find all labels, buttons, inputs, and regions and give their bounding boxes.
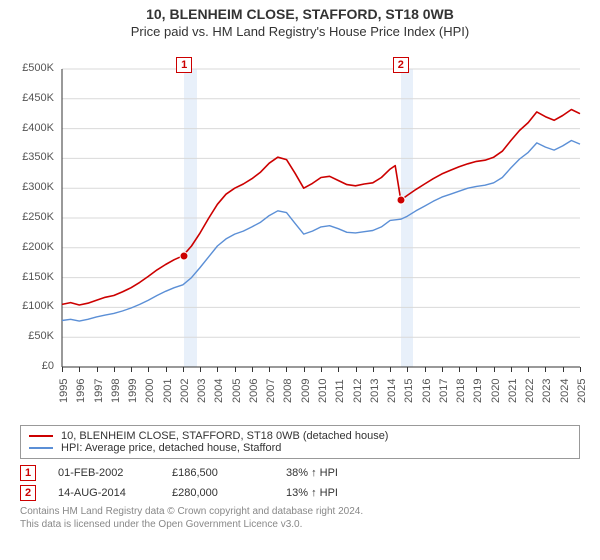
sale-dot <box>396 196 405 205</box>
sale-marker: 1 <box>176 57 192 73</box>
y-axis-label: £500K <box>10 62 54 74</box>
footer-line: Contains HM Land Registry data © Crown c… <box>20 505 580 518</box>
x-axis-label: 1998 <box>110 379 122 403</box>
sale-dot <box>180 251 189 260</box>
y-axis-label: £250K <box>10 211 54 223</box>
y-axis-label: £0 <box>10 360 54 372</box>
sale-date: 01-FEB-2002 <box>58 467 150 479</box>
sale-marker: 2 <box>20 485 36 501</box>
legend-box: 10, BLENHEIM CLOSE, STAFFORD, ST18 0WB (… <box>20 425 580 459</box>
x-axis-label: 2021 <box>507 379 519 403</box>
x-axis-label: 1997 <box>93 379 105 403</box>
legend-label: HPI: Average price, detached house, Staf… <box>61 442 281 454</box>
x-axis-label: 2018 <box>455 379 467 403</box>
x-axis-label: 2009 <box>300 379 312 403</box>
x-axis-label: 2020 <box>490 379 502 403</box>
x-axis-label: 2016 <box>421 379 433 403</box>
x-axis-label: 2012 <box>352 379 364 403</box>
y-axis-label: £100K <box>10 300 54 312</box>
x-axis-label: 2017 <box>438 379 450 403</box>
x-axis-label: 2000 <box>144 379 156 403</box>
x-axis-label: 2013 <box>369 379 381 403</box>
x-axis-label: 2001 <box>162 379 174 403</box>
legend-row: HPI: Average price, detached house, Staf… <box>29 442 571 454</box>
y-axis-label: £200K <box>10 241 54 253</box>
x-axis-label: 2023 <box>541 379 553 403</box>
legend-row: 10, BLENHEIM CLOSE, STAFFORD, ST18 0WB (… <box>29 430 571 442</box>
y-axis-label: £300K <box>10 181 54 193</box>
x-axis-label: 1999 <box>127 379 139 403</box>
y-axis-label: £150K <box>10 271 54 283</box>
x-axis-label: 2025 <box>576 379 588 403</box>
x-axis-label: 2005 <box>231 379 243 403</box>
price-chart: £0 £50K £100K £150K £200K £250K £300K £350K £400… <box>10 45 590 425</box>
sale-row: 1 01-FEB-2002 £186,500 38% ↑ HPI <box>20 465 580 481</box>
x-axis-label: 2011 <box>334 379 346 403</box>
legend-swatch <box>29 447 53 449</box>
sale-marker: 2 <box>393 57 409 73</box>
x-axis-label: 2022 <box>524 379 536 403</box>
x-axis-label: 2006 <box>248 379 260 403</box>
footer-line: This data is licensed under the Open Gov… <box>20 518 580 531</box>
y-axis-label: £400K <box>10 122 54 134</box>
y-axis-label: £350K <box>10 151 54 163</box>
sale-row: 2 14-AUG-2014 £280,000 13% ↑ HPI <box>20 485 580 501</box>
x-axis-label: 1995 <box>58 379 70 403</box>
y-axis-label: £50K <box>10 330 54 342</box>
sales-list: 1 01-FEB-2002 £186,500 38% ↑ HPI 2 14-AUG-201… <box>20 465 580 501</box>
page-subtitle: Price paid vs. HM Land Registry's House … <box>10 24 590 39</box>
x-axis-label: 2010 <box>317 379 329 403</box>
x-axis-label: 2019 <box>472 379 484 403</box>
page-title: 10, BLENHEIM CLOSE, STAFFORD, ST18 0WB <box>10 6 590 22</box>
sale-date: 14-AUG-2014 <box>58 487 150 499</box>
x-axis-label: 1996 <box>75 379 87 403</box>
x-axis-label: 2024 <box>559 379 571 403</box>
legend-swatch <box>29 435 53 437</box>
x-axis-label: 2015 <box>403 379 415 403</box>
sale-delta: 13% ↑ HPI <box>286 487 378 499</box>
x-axis-label: 2003 <box>196 379 208 403</box>
x-axis-label: 2014 <box>386 379 398 403</box>
sale-price: £280,000 <box>172 487 264 499</box>
sale-price: £186,500 <box>172 467 264 479</box>
x-axis-label: 2008 <box>282 379 294 403</box>
legend-label: 10, BLENHEIM CLOSE, STAFFORD, ST18 0WB (… <box>61 430 388 442</box>
sale-marker: 1 <box>20 465 36 481</box>
x-axis-label: 2002 <box>179 379 191 403</box>
x-axis-label: 2007 <box>265 379 277 403</box>
sale-delta: 38% ↑ HPI <box>286 467 378 479</box>
y-axis-label: £450K <box>10 92 54 104</box>
x-axis-label: 2004 <box>213 379 225 403</box>
